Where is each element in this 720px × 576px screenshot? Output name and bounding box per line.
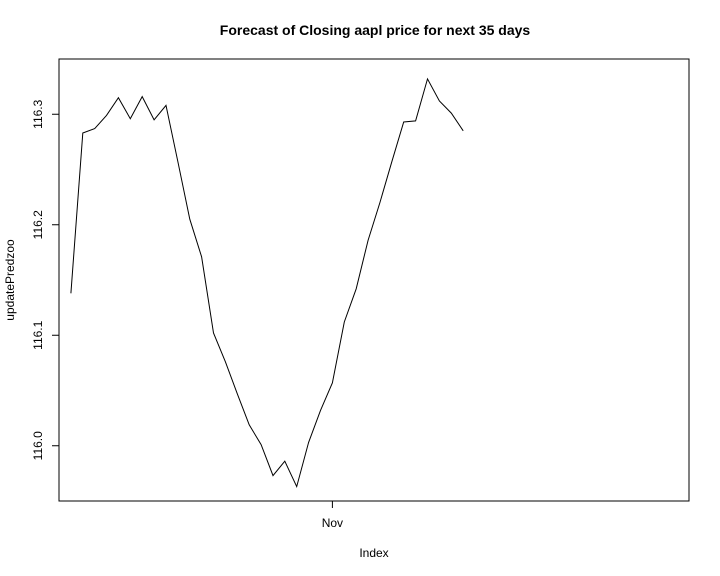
plot-area [58, 58, 690, 502]
x-axis-label: Index [359, 546, 388, 560]
y-tick-label: 116.1 [31, 320, 45, 349]
x-axis: Nov [322, 501, 343, 530]
y-tick-label: 116.2 [31, 210, 45, 239]
x-tick-label: Nov [322, 516, 343, 530]
y-tick-label: 116.3 [31, 99, 45, 128]
y-axis-label: updatePredzoo [3, 239, 17, 321]
chart-title: Forecast of Closing aapl price for next … [220, 22, 531, 38]
y-axis: 116.0 116.1 116.2 116.3 [31, 99, 59, 460]
forecast-series-line [70, 77, 464, 489]
y-tick-label: 116.0 [31, 431, 45, 460]
